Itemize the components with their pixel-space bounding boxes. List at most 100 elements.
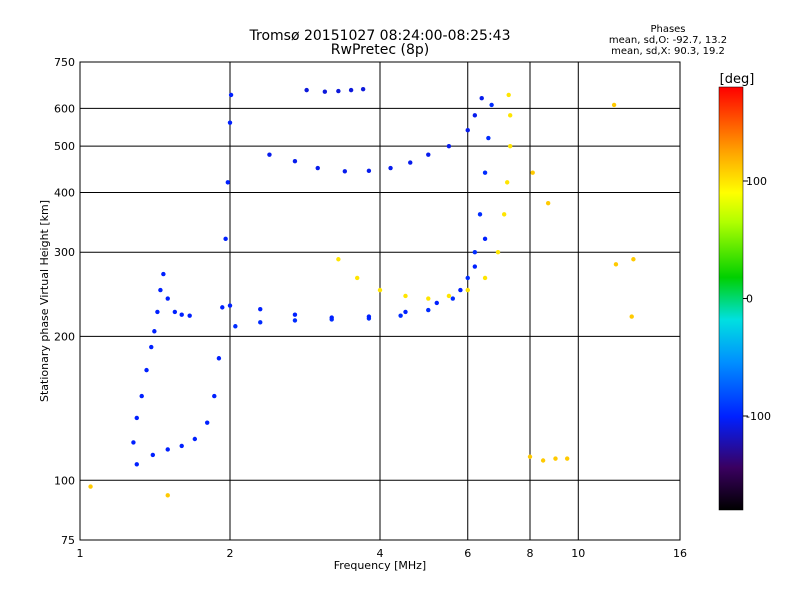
data-point bbox=[233, 324, 238, 329]
data-point bbox=[446, 293, 452, 299]
y-tick-label: 75 bbox=[61, 534, 75, 547]
data-point bbox=[187, 313, 192, 318]
colorbar-tick-label: 0 bbox=[746, 293, 753, 306]
x-axis-ticks: 1 2 4 6 8 10 16 bbox=[77, 547, 688, 560]
data-point bbox=[486, 135, 491, 141]
data-point bbox=[336, 88, 341, 94]
data-point bbox=[360, 86, 366, 92]
data-point bbox=[131, 440, 136, 445]
data-point bbox=[179, 312, 184, 317]
data-point bbox=[611, 102, 617, 108]
x-axis-label: Frequency [MHz] bbox=[334, 559, 426, 572]
data-point bbox=[377, 287, 383, 293]
data-point bbox=[292, 159, 298, 164]
data-point bbox=[155, 309, 160, 315]
data-point bbox=[192, 436, 198, 442]
y-tick-label: 400 bbox=[54, 186, 75, 199]
data-point bbox=[144, 367, 149, 373]
data-point bbox=[220, 305, 225, 310]
data-point bbox=[172, 309, 178, 315]
data-point bbox=[631, 257, 636, 262]
colorbar-label: [deg] bbox=[720, 72, 755, 87]
data-point bbox=[477, 212, 483, 217]
data-points bbox=[88, 86, 636, 498]
y-axis-label: Stationary phase Virtual Height [km] bbox=[38, 200, 51, 402]
y-tick-label: 600 bbox=[54, 102, 75, 115]
data-point bbox=[465, 275, 470, 281]
data-point bbox=[408, 160, 413, 165]
colorbar-tick-label: -100 bbox=[746, 410, 771, 423]
colorbar bbox=[718, 86, 744, 511]
data-point bbox=[139, 393, 144, 399]
data-point bbox=[354, 275, 360, 281]
data-point bbox=[212, 393, 217, 399]
data-point bbox=[507, 113, 513, 118]
data-point bbox=[258, 306, 263, 312]
data-point bbox=[342, 169, 348, 174]
data-point bbox=[179, 443, 184, 449]
data-point bbox=[613, 262, 619, 267]
data-point bbox=[553, 456, 558, 461]
stats-heading: Phases bbox=[650, 24, 685, 35]
data-point bbox=[398, 313, 403, 318]
data-point bbox=[482, 236, 488, 242]
chart-title: Tromsø 20151027 08:24:00-08:25:43 bbox=[249, 28, 511, 44]
data-point bbox=[388, 165, 393, 171]
data-point bbox=[530, 170, 535, 175]
data-point bbox=[403, 309, 408, 315]
data-point bbox=[88, 484, 93, 489]
data-point bbox=[292, 312, 298, 317]
data-point bbox=[472, 113, 478, 118]
data-point bbox=[223, 236, 228, 242]
x-tick-label: 8 bbox=[527, 547, 534, 560]
data-point bbox=[426, 307, 431, 313]
colorbar-ticks: 100 0 -100 bbox=[743, 175, 771, 423]
data-point bbox=[165, 493, 170, 498]
data-point bbox=[267, 152, 272, 157]
stats-o-line: mean, sd,O: -92.7, 13.2 bbox=[609, 35, 727, 46]
data-point bbox=[149, 344, 154, 350]
data-point bbox=[564, 456, 570, 461]
gridlines bbox=[80, 62, 680, 540]
data-point bbox=[366, 314, 372, 319]
chart-subtitle: RwPretec (8p) bbox=[331, 42, 429, 58]
data-point bbox=[165, 296, 170, 301]
data-point bbox=[322, 89, 328, 94]
data-point bbox=[489, 102, 494, 108]
data-point bbox=[507, 143, 513, 149]
y-tick-label: 750 bbox=[54, 56, 75, 69]
data-point bbox=[482, 170, 488, 175]
data-point bbox=[495, 250, 501, 255]
data-point bbox=[227, 120, 233, 125]
data-point bbox=[504, 180, 510, 185]
data-point bbox=[204, 420, 210, 425]
colorbar-tick-label: 100 bbox=[746, 175, 767, 188]
data-point bbox=[134, 415, 139, 421]
data-point bbox=[472, 250, 478, 255]
data-point bbox=[540, 458, 546, 463]
data-point bbox=[134, 462, 139, 467]
data-point bbox=[225, 180, 231, 185]
data-point bbox=[366, 168, 372, 174]
data-point bbox=[258, 320, 263, 325]
data-point bbox=[336, 257, 341, 262]
data-point bbox=[458, 287, 463, 293]
y-tick-label: 200 bbox=[54, 330, 75, 343]
x-tick-label: 1 bbox=[77, 547, 84, 560]
data-point bbox=[501, 212, 507, 217]
data-point bbox=[228, 92, 234, 98]
data-point bbox=[329, 315, 334, 320]
data-point bbox=[315, 165, 320, 171]
data-point bbox=[434, 300, 439, 306]
data-point bbox=[465, 127, 470, 133]
data-point bbox=[227, 303, 233, 308]
data-point bbox=[482, 275, 488, 281]
y-tick-label: 300 bbox=[54, 246, 75, 259]
data-point bbox=[304, 87, 309, 93]
data-point bbox=[545, 200, 551, 206]
data-point bbox=[527, 454, 533, 459]
data-point bbox=[216, 356, 222, 361]
data-point bbox=[426, 152, 431, 157]
